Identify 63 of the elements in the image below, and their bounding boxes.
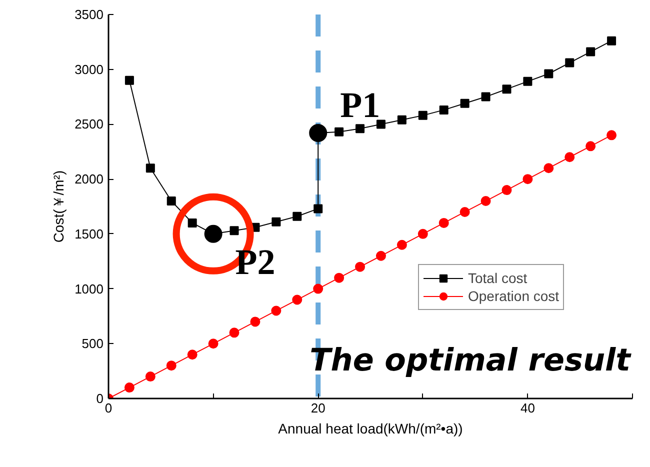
x-axis-title: Annual heat load(kWh/(m²•a)) xyxy=(278,420,463,436)
point xyxy=(439,105,448,114)
x-tick-label: 20 xyxy=(310,400,326,416)
point xyxy=(313,284,324,294)
point xyxy=(480,196,491,206)
point xyxy=(124,382,134,393)
point xyxy=(187,350,198,360)
point xyxy=(460,206,470,217)
y-tick-label: 3500 xyxy=(74,7,104,22)
point xyxy=(208,338,218,349)
point xyxy=(314,204,323,214)
point xyxy=(586,141,596,152)
point xyxy=(522,174,533,184)
y-tick-label: 500 xyxy=(82,336,104,352)
point xyxy=(166,196,176,206)
point xyxy=(418,228,428,239)
y-tick-label: 0 xyxy=(96,391,104,406)
y-tick-label: 2500 xyxy=(74,116,104,132)
point xyxy=(230,226,239,236)
point xyxy=(292,212,302,221)
point xyxy=(188,218,197,228)
point xyxy=(376,120,386,129)
point xyxy=(586,47,596,56)
point xyxy=(334,127,344,136)
point xyxy=(565,58,574,68)
point xyxy=(229,328,240,338)
point xyxy=(355,262,366,272)
annotation: P2 xyxy=(235,242,276,282)
point xyxy=(376,250,386,261)
point xyxy=(292,294,302,305)
point xyxy=(523,76,532,86)
point xyxy=(544,163,554,174)
point xyxy=(397,115,406,124)
point xyxy=(481,92,490,102)
point xyxy=(460,98,470,108)
annotation: The optimal result xyxy=(310,342,632,378)
point xyxy=(146,164,155,173)
point xyxy=(606,130,617,140)
point xyxy=(502,185,512,196)
point xyxy=(544,69,554,78)
y-tick-label: 2000 xyxy=(74,172,104,187)
point xyxy=(418,110,428,120)
point xyxy=(145,372,156,382)
point xyxy=(356,124,365,134)
legend-label: Total cost xyxy=(468,269,528,287)
point xyxy=(272,217,281,226)
point xyxy=(502,84,512,94)
x-tick-label: 40 xyxy=(520,400,535,416)
y-tick-label: 1000 xyxy=(74,281,104,296)
annotation: P1 xyxy=(340,84,380,125)
point xyxy=(166,360,176,371)
y-tick-label: 1500 xyxy=(74,226,104,242)
point xyxy=(271,306,282,316)
y-axis-title: Cost(￥/m²) xyxy=(50,170,67,243)
point xyxy=(396,240,407,250)
y-tick-label: 3000 xyxy=(74,62,104,77)
point xyxy=(250,316,260,327)
point xyxy=(438,218,449,228)
point xyxy=(334,272,344,283)
legend-label: Operation cost xyxy=(468,287,560,305)
point xyxy=(124,76,134,85)
point xyxy=(607,36,616,46)
point xyxy=(564,152,575,162)
